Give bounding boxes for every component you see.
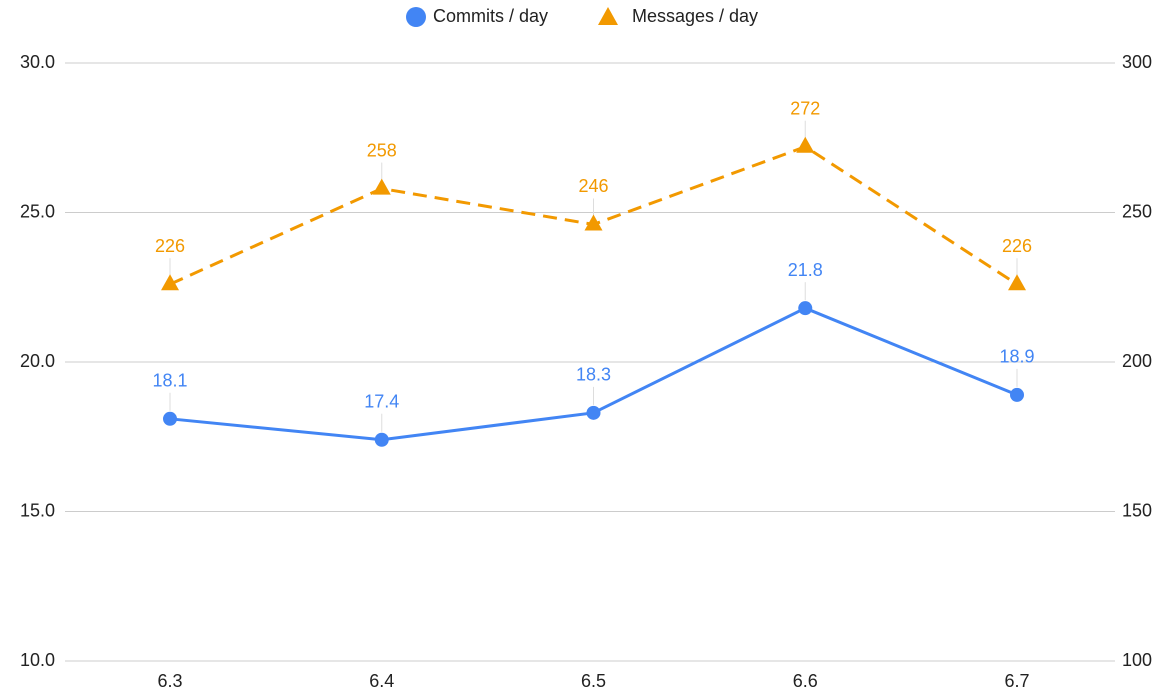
y-tick-label: 30.0 [20,52,55,72]
point [798,301,813,316]
point [1008,274,1026,291]
y-tick-label: 20.0 [20,351,55,371]
data-label: 246 [578,176,608,196]
point [586,405,601,420]
legend-label: Messages / day [632,6,758,26]
point [374,432,389,447]
data-label: 226 [155,236,185,256]
x-tick-label: 6.3 [157,671,182,691]
y2-tick-label: 150 [1122,500,1152,520]
y2-tick-label: 250 [1122,201,1152,221]
point [584,214,603,231]
data-label: 258 [367,140,397,160]
data-label: 18.3 [576,365,611,385]
x-tick-label: 6.7 [1004,671,1029,691]
y-tick-label: 25.0 [20,201,55,221]
y2-tick-label: 100 [1122,650,1152,670]
data-label: 17.4 [364,391,399,411]
data-label: 21.8 [788,260,823,280]
data-label: 18.9 [999,347,1034,367]
y2-tick-label: 200 [1122,351,1152,371]
x-tick-label: 6.6 [793,671,818,691]
point [372,178,391,195]
legend-marker [406,7,426,27]
legend-label: Commits / day [433,6,548,26]
data-label: 18.1 [152,371,187,391]
point [163,411,177,426]
y2-tick-label: 300 [1122,52,1152,72]
y-tick-label: 10.0 [20,650,55,670]
legend-marker [598,7,618,25]
y-tick-label: 15.0 [20,500,55,520]
data-label: 226 [1002,236,1032,256]
data-label: 272 [790,98,820,118]
x-tick-label: 6.4 [369,671,394,691]
point [161,274,179,291]
point [796,136,815,153]
point [1010,387,1024,402]
x-tick-label: 6.5 [581,671,606,691]
